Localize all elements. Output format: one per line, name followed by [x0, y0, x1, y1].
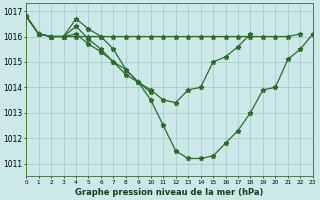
X-axis label: Graphe pression niveau de la mer (hPa): Graphe pression niveau de la mer (hPa): [75, 188, 264, 197]
